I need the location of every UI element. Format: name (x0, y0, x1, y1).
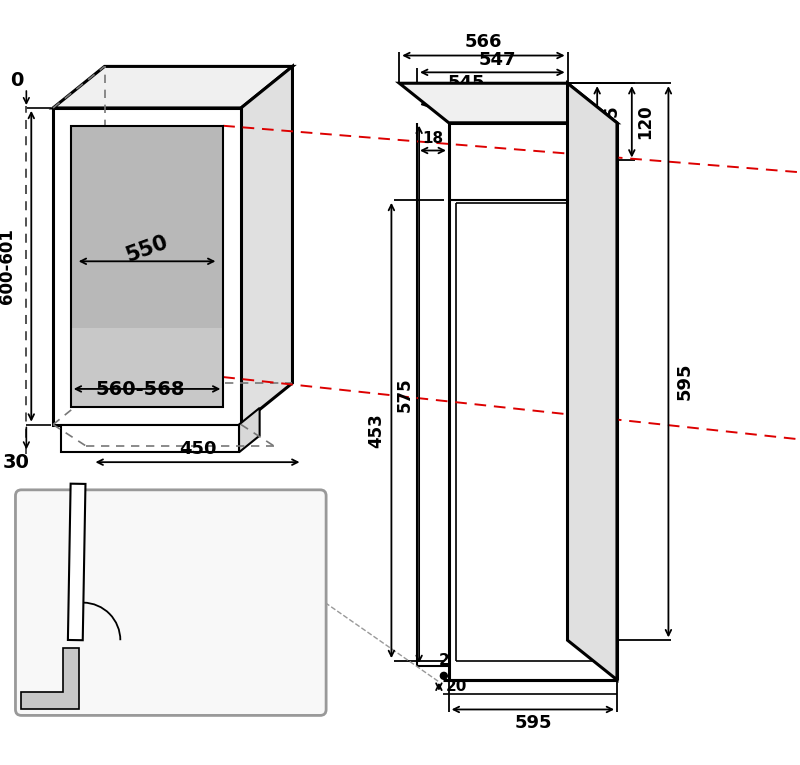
Polygon shape (71, 125, 223, 327)
Polygon shape (71, 327, 223, 407)
Polygon shape (567, 83, 617, 680)
Polygon shape (22, 648, 78, 709)
Polygon shape (239, 408, 260, 452)
Text: 89°: 89° (111, 580, 146, 597)
Text: 2: 2 (438, 653, 450, 668)
Text: 575: 575 (395, 377, 414, 412)
Text: 18: 18 (422, 131, 443, 146)
Text: 30: 30 (3, 453, 30, 472)
Polygon shape (399, 83, 617, 123)
Text: 600-601: 600-601 (0, 228, 15, 304)
FancyBboxPatch shape (15, 490, 326, 715)
Text: 560-568: 560-568 (95, 380, 185, 399)
Text: 450: 450 (178, 441, 216, 458)
Polygon shape (61, 425, 239, 452)
Text: 566: 566 (465, 33, 502, 50)
Text: 547: 547 (478, 51, 516, 70)
Polygon shape (241, 67, 293, 425)
Circle shape (440, 672, 447, 679)
Polygon shape (53, 67, 293, 108)
Text: 550: 550 (123, 232, 171, 265)
Text: 120: 120 (637, 105, 654, 139)
Polygon shape (68, 483, 86, 640)
Text: 20: 20 (446, 679, 467, 694)
Text: 595: 595 (514, 715, 552, 732)
Text: 453: 453 (367, 413, 386, 448)
Text: 545: 545 (448, 74, 486, 93)
Text: 135: 135 (602, 105, 620, 139)
Text: 0: 0 (10, 70, 23, 90)
Text: 4: 4 (231, 650, 243, 668)
Polygon shape (53, 108, 241, 425)
Text: 0: 0 (143, 642, 154, 660)
Text: 595: 595 (675, 363, 694, 400)
